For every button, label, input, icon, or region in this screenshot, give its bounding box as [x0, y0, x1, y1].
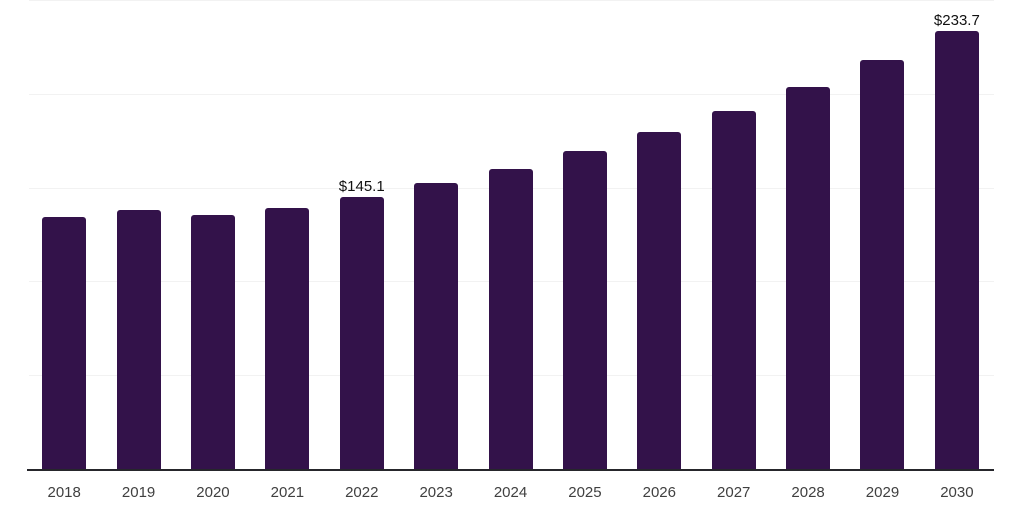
x-tick-label: 2020: [196, 484, 230, 501]
bar-slot: [548, 0, 622, 469]
bar-2028: [786, 87, 831, 469]
x-tick-label: 2018: [47, 484, 81, 501]
x-tick-label: 2024: [493, 484, 528, 501]
bar-slot: [27, 0, 101, 469]
bar-2020: [190, 215, 235, 469]
x-tick-label: 2021: [270, 484, 305, 501]
bar-slot: [399, 0, 473, 469]
x-tick-label: 2030: [940, 484, 974, 501]
bar-2018: [42, 216, 87, 469]
bar-slot: [101, 0, 175, 469]
bar-2022: [339, 196, 384, 469]
bars-container: $145.1 $233.7: [27, 0, 994, 469]
bar-2024: [488, 168, 533, 469]
bar-2019: [116, 209, 161, 469]
x-tick-label: 2019: [121, 484, 156, 501]
gridline: [29, 0, 994, 1]
bar-slot: [176, 0, 250, 469]
bar-slot: [845, 0, 919, 469]
x-tick-label: 2022: [345, 484, 379, 501]
bar-2026: [637, 132, 682, 469]
x-axis-labels: 2018 2019 2020 2021 2022 2023 2024 2025 2026 2027…: [27, 485, 994, 501]
x-tick-label: 2025: [568, 484, 602, 501]
bar-2023: [414, 183, 459, 469]
bar-slot: [473, 0, 547, 469]
bar-value-label: $145.1: [338, 177, 385, 195]
bar-2030: [934, 30, 979, 469]
bar-2025: [562, 151, 607, 469]
bar-slot: [771, 0, 845, 469]
bar-2029: [860, 60, 905, 469]
bar-2021: [265, 208, 310, 469]
bar-slot: [697, 0, 771, 469]
plot-area: $145.1 $233.7: [27, 0, 994, 471]
gridline: [29, 94, 994, 95]
x-tick-label: 2027: [717, 484, 751, 501]
x-tick-label: 2023: [419, 484, 453, 501]
bar-slot: $145.1: [325, 0, 399, 469]
bar-value-label: $233.7: [933, 11, 980, 29]
x-tick-label: 2028: [791, 484, 825, 501]
bar-slot: $233.7: [920, 0, 994, 469]
bar-slot: [250, 0, 324, 469]
bar-slot: [622, 0, 696, 469]
x-tick-label: 2029: [865, 484, 900, 501]
x-tick-label: 2026: [642, 484, 676, 501]
bar-2027: [711, 111, 756, 469]
